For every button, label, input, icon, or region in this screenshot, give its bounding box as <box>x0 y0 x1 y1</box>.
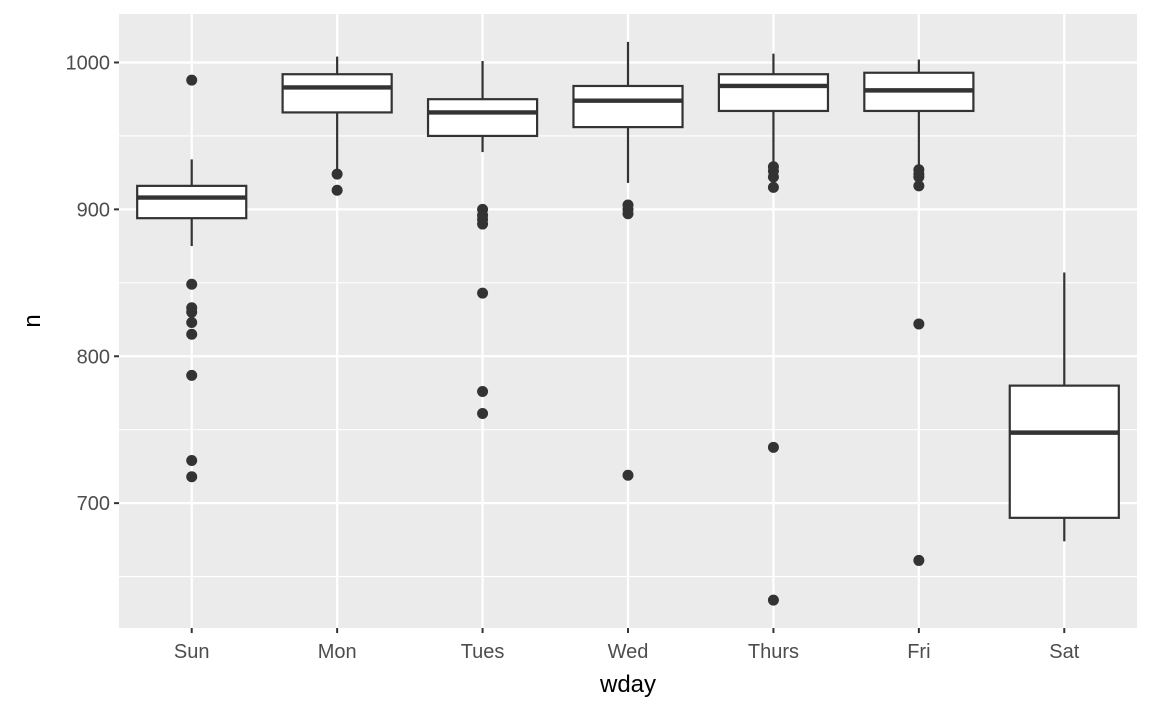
iqr-box <box>717 73 830 113</box>
outlier-point <box>186 471 198 483</box>
outlier-point <box>477 218 489 230</box>
y-tick-label: 800 <box>77 346 110 368</box>
outlier-point <box>913 171 925 183</box>
x-axis-label: wday <box>599 671 656 698</box>
y-tick-label: 900 <box>77 199 110 221</box>
outlier-point <box>186 74 198 86</box>
outlier-point <box>622 208 634 220</box>
y-axis-label: n <box>19 314 46 327</box>
y-tick-label: 700 <box>77 493 110 515</box>
outlier-point <box>331 184 343 196</box>
outlier-point <box>913 318 925 330</box>
box-fri <box>863 59 975 566</box>
outlier-point <box>913 180 925 192</box>
outlier-point <box>331 168 343 180</box>
outlier-point <box>767 181 779 193</box>
outlier-point <box>477 287 489 299</box>
x-tick-label: Thurs <box>748 641 799 663</box>
iqr-box <box>426 98 539 138</box>
y-axis: 700 800 900 1000 <box>66 52 119 515</box>
x-axis: Sun Mon Tues Wed Thurs Fri Sat <box>174 628 1080 663</box>
outlier-point <box>477 408 489 420</box>
outlier-point <box>913 554 925 566</box>
boxes <box>136 41 1120 606</box>
box-sun <box>136 74 248 483</box>
iqr-box <box>572 84 684 129</box>
box-sat <box>1008 272 1120 542</box>
outlier-point <box>186 278 198 290</box>
outlier-point <box>186 316 198 328</box>
iqr-box <box>281 73 393 114</box>
iqr-box <box>1008 384 1120 519</box>
box-thurs <box>717 53 830 606</box>
x-tick-label: Fri <box>907 641 930 663</box>
box-tues <box>426 61 539 420</box>
x-tick-label: Mon <box>318 641 357 663</box>
outlier-point <box>767 171 779 183</box>
outlier-point <box>622 469 634 481</box>
box-wed <box>572 41 684 481</box>
x-tick-label: Sun <box>174 641 210 663</box>
outlier-point <box>186 369 198 381</box>
outlier-point <box>186 455 198 467</box>
x-tick-label: Tues <box>461 641 505 663</box>
x-tick-label: Sat <box>1049 641 1079 663</box>
y-tick-label: 1000 <box>66 52 111 74</box>
outlier-point <box>477 386 489 398</box>
outlier-point <box>767 441 779 453</box>
outlier-point <box>186 328 198 340</box>
outlier-point <box>186 306 198 318</box>
box-mon <box>281 56 393 196</box>
outlier-point <box>767 594 779 606</box>
iqr-box <box>136 184 248 220</box>
x-tick-label: Wed <box>608 641 649 663</box>
